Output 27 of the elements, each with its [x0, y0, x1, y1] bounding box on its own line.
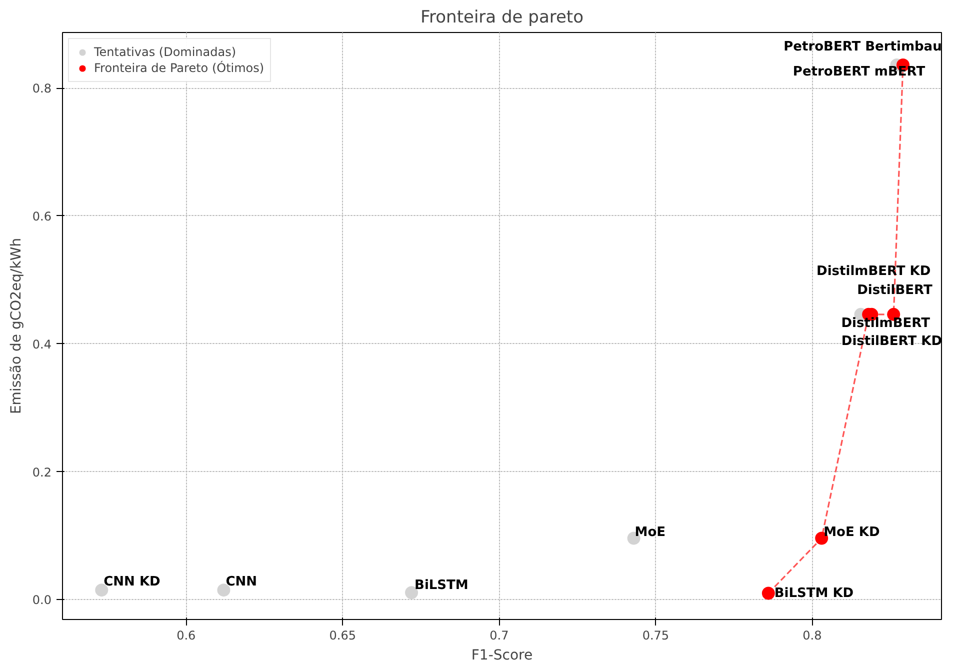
- x-tick-label: 0.7: [490, 628, 509, 642]
- legend-label: Fronteira de Pareto (Ótimos): [94, 61, 264, 75]
- annotation: CNN: [226, 574, 258, 590]
- y-tick-label: 0.2: [32, 465, 52, 480]
- annotation: MoE: [634, 524, 666, 540]
- point: [762, 586, 775, 600]
- annotation: BiLSTM: [414, 578, 468, 594]
- annotation: CNN KD: [104, 574, 161, 590]
- x-tick-label: 0.8: [802, 628, 822, 642]
- annotation: BiLSTM KD: [774, 586, 854, 601]
- annotation: DistilBERT KD: [841, 334, 942, 349]
- x-tick-label: 0.6: [176, 628, 196, 642]
- legend-label: Tentativas (Dominadas): [94, 45, 236, 59]
- x-axis-title: F1-Score: [471, 648, 533, 664]
- y-tick-label: 0.4: [32, 337, 52, 352]
- y-tick-label: 0.6: [32, 209, 52, 224]
- annotation: DistilmBERT KD: [816, 264, 931, 279]
- y-axis-title: Emissão de gCO2eq/kWh: [8, 238, 24, 414]
- chart-title: Fronteira de pareto: [420, 8, 584, 28]
- annotation: DistilBERT: [857, 282, 932, 298]
- x-tick-label: 0.75: [642, 628, 670, 642]
- y-tick-label: 0.8: [32, 82, 52, 96]
- annotation: DistilmBERT: [841, 316, 930, 331]
- annotation: MoE KD: [824, 524, 880, 540]
- annotation: PetroBERT Bertimbau: [784, 39, 942, 54]
- y-tick-label: 0.0: [32, 593, 52, 608]
- x-tick-label: 0.65: [329, 628, 356, 642]
